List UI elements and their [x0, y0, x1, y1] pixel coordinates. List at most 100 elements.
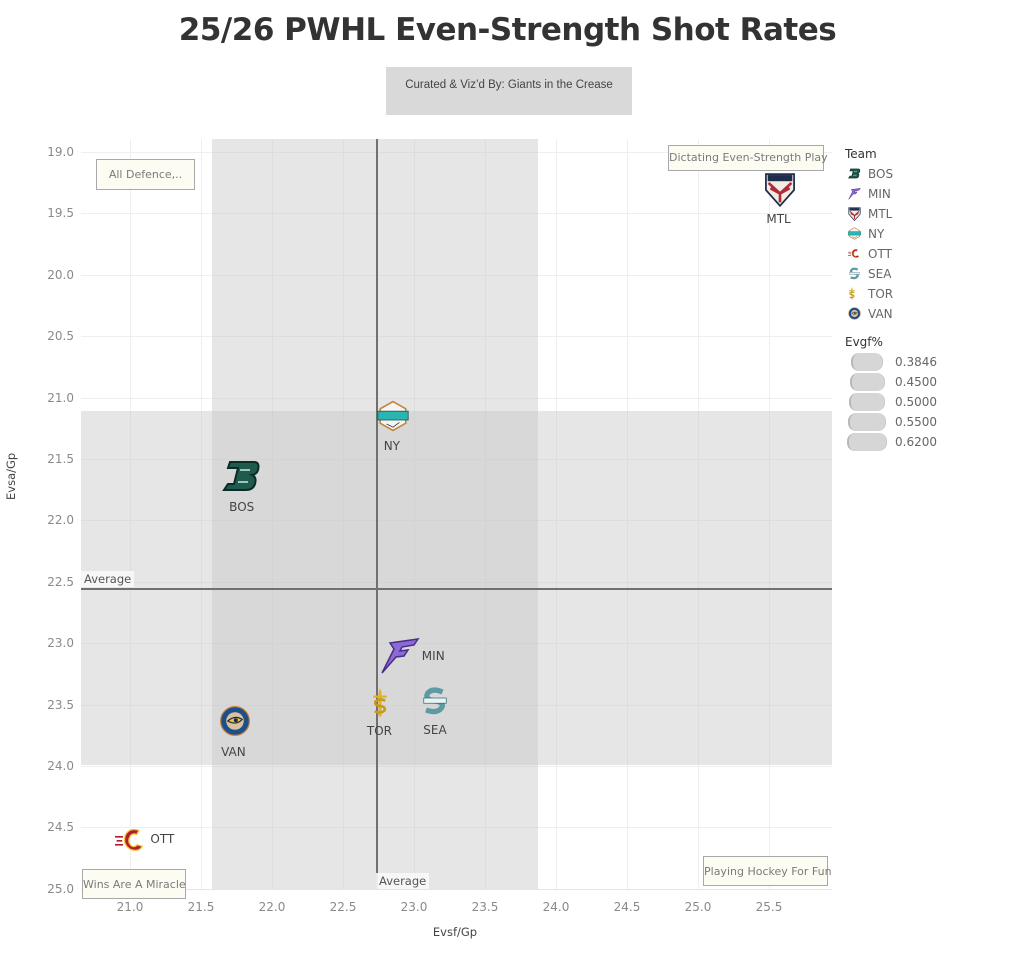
y-tick-label: 19.0 — [47, 145, 74, 159]
marker-label-sea: SEA — [423, 722, 447, 737]
y-average-line — [81, 588, 832, 590]
size-legend-label: 0.6200 — [895, 435, 937, 449]
x-tick-label: 21.5 — [187, 900, 215, 914]
y-gridline — [81, 520, 832, 522]
marker-sea[interactable] — [420, 686, 450, 716]
x-gridline — [556, 139, 557, 890]
x-average-line — [376, 139, 378, 890]
y-tick-label: 25.0 — [47, 881, 74, 896]
legend-item-bos[interactable]: BOS — [845, 164, 893, 184]
legend-item-label: NY — [868, 227, 885, 241]
legend-item-label: OTT — [868, 247, 892, 261]
y-tick-label: 23.5 — [47, 697, 74, 712]
min-logo-icon — [380, 635, 420, 675]
marker-label-ny: NY — [383, 439, 400, 454]
x-axis-label: Evsf/Gp — [432, 925, 478, 939]
marker-ott[interactable] — [115, 824, 147, 856]
legend-item-label: VAN — [868, 307, 893, 321]
y-gridline — [81, 152, 832, 153]
x-gridline — [627, 139, 628, 890]
ott-logo-icon — [115, 824, 147, 856]
annotation-top-right: Dictating Even-Strength Play — [668, 145, 828, 171]
size-legend-label: 0.5500 — [895, 415, 937, 429]
y-tick-label: 21.0 — [47, 390, 74, 405]
size-legend-item: 0.6200 — [845, 432, 937, 452]
mtl-logo-icon — [848, 207, 862, 222]
legend-item-ny[interactable]: NY — [845, 224, 893, 244]
tor-logo-icon — [848, 287, 862, 301]
y-tick-label: 19.5 — [47, 206, 74, 221]
size-legend-item: 0.3846 — [845, 352, 937, 372]
x-tick-label: 24.5 — [613, 900, 641, 914]
annotation-bottom-right: Playing Hockey For Fun — [703, 856, 832, 886]
y-gridline — [81, 274, 832, 276]
marker-bos[interactable] — [222, 456, 262, 496]
average-label-horizontal: Average — [81, 571, 135, 587]
team-legend-title: Team — [845, 147, 877, 161]
legend-item-label: SEA — [868, 267, 892, 281]
legend-item-van[interactable]: VAN — [845, 304, 893, 324]
x-tick-label: 22.0 — [258, 900, 286, 914]
x-gridline — [769, 139, 770, 890]
ny-logo-icon — [377, 400, 409, 432]
ott-logo-icon — [848, 247, 862, 261]
team-legend: Team BOS MIN MTL NY OTT SEA TOR VAN — [845, 147, 893, 324]
tor-logo-icon — [371, 688, 389, 718]
sea-logo-icon — [848, 267, 862, 281]
size-legend-item: 0.5500 — [845, 412, 937, 432]
annotation-top-left: All Defence,.. — [96, 159, 195, 190]
legend-item-label: MTL — [868, 207, 893, 221]
x-tick-label: 25.5 — [755, 900, 783, 914]
van-logo-icon — [219, 705, 251, 737]
marker-ny[interactable] — [377, 400, 409, 432]
marker-label-ott: OTT — [150, 831, 175, 846]
y-gridline — [81, 336, 832, 338]
size-swatch-icon — [847, 433, 887, 451]
annotation-bottom-left: Wins Are A Miracle — [82, 869, 186, 899]
legend-item-min[interactable]: MIN — [845, 184, 893, 204]
marker-label-van: VAN — [221, 744, 246, 759]
y-gridline — [81, 581, 832, 583]
y-gridline — [81, 827, 832, 829]
mtl-logo-icon — [764, 172, 796, 208]
size-legend-title: Evgf% — [845, 335, 883, 349]
x-axis-line — [81, 889, 832, 890]
y-gridline — [81, 459, 832, 460]
y-gridline — [81, 397, 832, 399]
average-label-vertical: Average — [376, 873, 430, 889]
bos-logo-icon — [222, 456, 262, 496]
size-swatch-icon — [849, 373, 885, 391]
legend-item-label: MIN — [868, 187, 891, 201]
size-legend-label: 0.5000 — [895, 395, 937, 409]
size-legend-item: 0.5000 — [845, 392, 937, 412]
y-tick-label: 23.0 — [47, 636, 74, 651]
y-reference-band — [81, 411, 832, 765]
legend-item-label: TOR — [868, 287, 894, 301]
y-gridline — [81, 766, 832, 767]
y-tick-label: 20.0 — [47, 267, 74, 282]
y-axis-label: Evsa/Gp — [4, 452, 18, 500]
x-gridline — [698, 139, 699, 890]
scatter-plot-area[interactable] — [81, 139, 832, 890]
legend-item-ott[interactable]: OTT — [845, 244, 893, 264]
y-tick-label: 24.5 — [47, 820, 74, 835]
legend-item-tor[interactable]: TOR — [845, 284, 893, 304]
legend-item-mtl[interactable]: MTL — [845, 204, 893, 224]
marker-van[interactable] — [219, 705, 251, 737]
x-tick-label: 21.0 — [116, 900, 144, 914]
legend-item-sea[interactable]: SEA — [845, 264, 893, 284]
marker-min[interactable] — [380, 635, 420, 675]
x-gridline — [130, 139, 131, 890]
y-tick-label: 22.0 — [47, 513, 74, 528]
chart-title: 25/26 PWHL Even-Strength Shot Rates — [178, 12, 837, 48]
x-gridline — [485, 139, 486, 890]
bos-logo-icon — [848, 167, 862, 181]
size-legend-item: 0.4500 — [845, 372, 937, 392]
marker-label-min: MIN — [421, 649, 445, 664]
x-tick-label: 24.0 — [542, 900, 570, 914]
x-gridline — [201, 139, 202, 890]
size-swatch-icon — [849, 393, 885, 411]
y-tick-label: 22.5 — [47, 574, 74, 589]
marker-mtl[interactable] — [764, 172, 796, 208]
marker-tor[interactable] — [371, 688, 389, 718]
